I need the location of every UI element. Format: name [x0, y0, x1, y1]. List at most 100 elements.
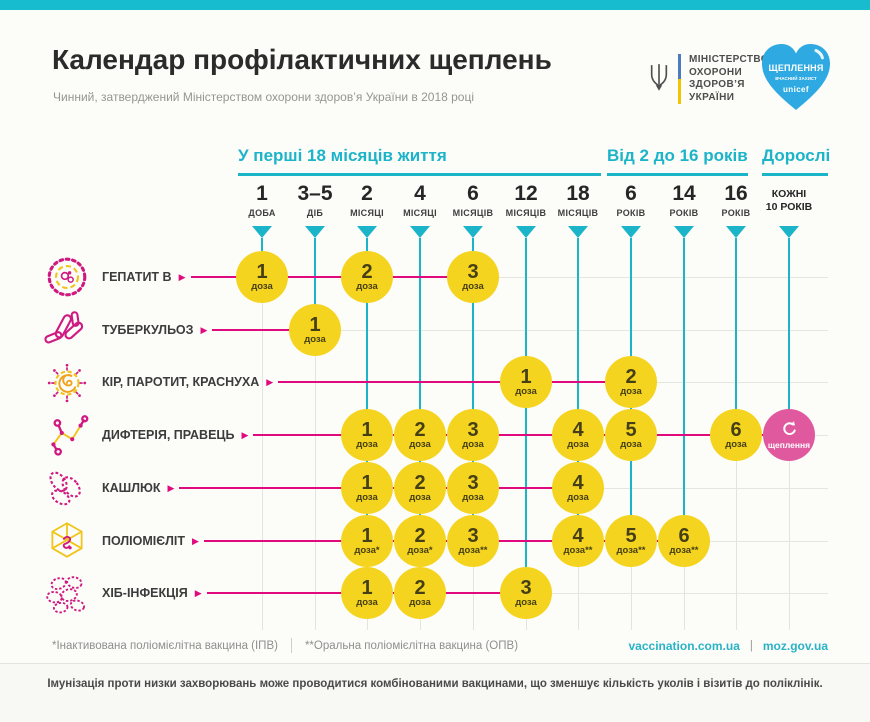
column-gridline [473, 541, 474, 630]
column-gridline [631, 541, 632, 630]
dose-unit: доза [462, 491, 484, 503]
ministry-name: МІНІСТЕРСТВО ОХОРОНИ ЗДОРОВ’Я УКРАЇНИ [689, 54, 769, 104]
dose-number: 1 [361, 471, 373, 494]
dose-number: 4 [572, 418, 584, 441]
dose-unit: щеплення [767, 440, 811, 450]
dose-number: 1 [361, 576, 373, 599]
disease-label: ГЕПАТИТ В ▶ [102, 270, 186, 284]
dose-unit: доза [567, 438, 589, 450]
dose-unit: доза [515, 596, 537, 608]
heart-badge-title: ЩЕПЛЕННЯ [768, 63, 824, 73]
dose-number: 1 [520, 365, 532, 388]
dose-marker: 3 доза [447, 409, 499, 461]
bottom-band: Імунізація проти низки захворювань може … [0, 663, 870, 722]
column-marker-icon [516, 226, 536, 238]
disease-label: ТУБЕРКУЛЬОЗ ▶ [102, 323, 207, 337]
column-age-number: 3–5 [297, 182, 333, 205]
column-marker-icon [621, 226, 641, 238]
column-age-unit: МІСЯЦІВ [505, 208, 547, 218]
moz-site-link[interactable]: moz.gov.ua [762, 638, 828, 653]
column-age-unit: МІСЯЦІВ [557, 208, 599, 218]
disease-name: ГЕПАТИТ В [102, 270, 172, 284]
column-marker-icon [410, 226, 430, 238]
dose-number: 2 [414, 524, 426, 547]
disease-name: КІР, ПАРОТИТ, КРАСНУХА [102, 375, 260, 389]
arrow-right-icon: ▶ [192, 535, 199, 546]
dose-marker: 3 доза [500, 567, 552, 619]
measles-mumps-rubella-icon [44, 359, 90, 405]
vaccination-site-link[interactable]: vaccination.com.ua [628, 638, 740, 653]
ministry-line: УКРАЇНИ [689, 91, 735, 103]
dose-unit: доза [462, 280, 484, 292]
column-gridline [262, 277, 263, 630]
dose-unit: доза [251, 280, 273, 292]
dose-marker: 1 доза [236, 251, 288, 303]
dose-unit: доза [515, 385, 537, 397]
dose-marker: 3 доза** [447, 515, 499, 567]
dose-number: 6 [730, 418, 742, 441]
footnote-ipv: *Інактивована поліомієлітна вакцина (ІПВ… [52, 639, 278, 652]
dose-number: 2 [414, 576, 426, 599]
page-title: Календар профілактичних щеплень [52, 44, 552, 75]
column-timeline [472, 238, 474, 541]
dose-unit: доза [620, 438, 642, 450]
arrow-right-icon: ▶ [241, 429, 249, 440]
dose-marker: 3 доза [447, 251, 499, 303]
dose-number: 3 [467, 524, 479, 547]
disease-label: ДИФТЕРІЯ, ПРАВЕЦЬ ▶ [102, 428, 248, 442]
column-gridline [684, 541, 685, 630]
tuberculosis-icon [44, 307, 90, 353]
column-age-number: 16 [724, 182, 748, 205]
column-age-unit: РОКІВ [616, 208, 646, 218]
dose-unit: доза* [407, 544, 433, 556]
disease-name: КАШЛЮК [102, 481, 161, 495]
dose-marker: 5 доза** [605, 515, 657, 567]
disease-name: ПОЛІОМІЄЛІТ [102, 534, 186, 548]
column-marker-icon [726, 226, 746, 238]
combined-vaccines-note: Імунізація проти низки захворювань може … [47, 678, 823, 690]
column-gridline [315, 330, 316, 630]
vaccination-heart-badge: ЩЕПЛЕННЯ ВЧАСНИЙ ЗАХИСТ unicef [758, 42, 834, 116]
column-timeline [735, 238, 737, 435]
column-age-label: КОЖНІ 10 РОКІВ [765, 188, 813, 213]
unicef-logo: unicef [783, 85, 809, 94]
dose-marker: 3 доза [447, 462, 499, 514]
dose-marker: 4 доза [552, 409, 604, 461]
ministry-logo: МІНІСТЕРСТВО ОХОРОНИ ЗДОРОВ’Я УКРАЇНИ [648, 54, 769, 104]
column-age-number: 2 [361, 182, 373, 205]
column-timeline [683, 238, 685, 541]
column-gridline [578, 541, 579, 630]
dose-unit: доза [409, 596, 431, 608]
dose-number: 2 [625, 365, 637, 388]
booster-marker: щеплення [763, 409, 815, 461]
column-marker-icon [252, 226, 272, 238]
dose-number: 3 [467, 471, 479, 494]
footnote-opv: **Оральна поліомієлітна вакцина (ОПВ) [304, 639, 519, 652]
ministry-line: ЗДОРОВ’Я [689, 79, 745, 90]
row-gridline [212, 330, 828, 331]
arrow-right-icon: ▶ [167, 482, 175, 493]
column-age-unit: МІСЯЦІ [403, 208, 437, 218]
row-connector [191, 276, 473, 278]
column-marker-icon [568, 226, 588, 238]
dose-marker: 2 доза [341, 251, 393, 303]
column-marker-icon [463, 226, 483, 238]
column-marker-icon [357, 226, 377, 238]
disease-label: КІР, ПАРОТИТ, КРАСНУХА ▶ [102, 375, 273, 389]
column-timeline [525, 238, 527, 593]
column-age-unit: РОКІВ [721, 208, 751, 218]
arrow-right-icon: ▶ [194, 587, 202, 598]
column-age-number: 12 [514, 182, 538, 205]
ministry-line: ОХОРОНИ [689, 66, 743, 78]
column-marker-icon [779, 226, 799, 238]
dose-unit: доза [356, 280, 378, 292]
age-group-header: Від 2 до 16 років [607, 146, 748, 176]
dose-unit: доза [356, 596, 378, 608]
row-gridline [191, 277, 828, 278]
dose-number: 4 [572, 471, 584, 494]
dose-number: 1 [361, 418, 373, 441]
top-accent-bar [0, 0, 870, 10]
column-age-number: 6 [467, 182, 479, 205]
dose-number: 4 [572, 524, 584, 547]
